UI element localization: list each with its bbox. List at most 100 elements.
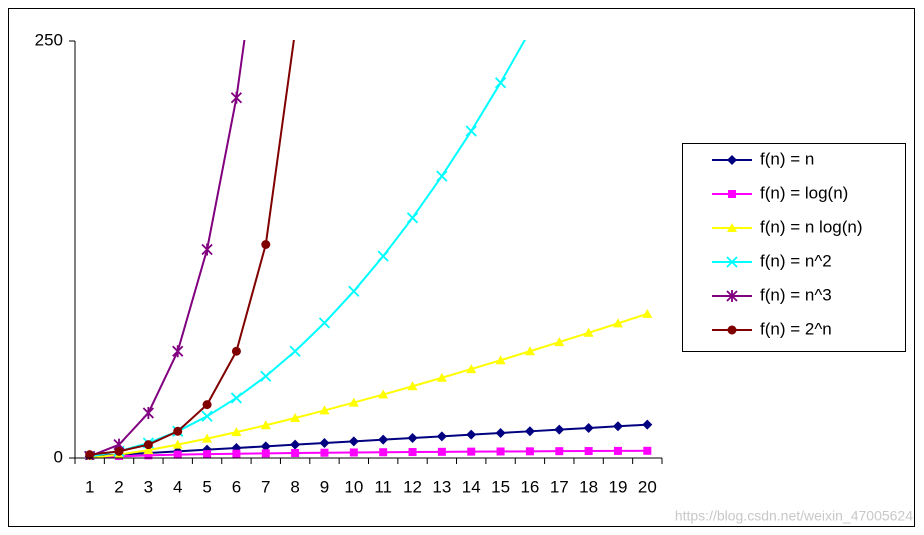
marker <box>318 317 331 329</box>
x-tick-label: 13 <box>432 477 451 496</box>
marker <box>143 445 154 455</box>
marker <box>348 397 359 407</box>
marker <box>230 392 243 404</box>
marker <box>727 325 737 335</box>
marker <box>525 447 534 456</box>
marker <box>261 449 270 458</box>
legend-label: f(n) = n log(n) <box>760 217 863 236</box>
marker <box>173 450 182 459</box>
marker <box>466 429 477 440</box>
marker <box>407 381 418 391</box>
marker <box>173 426 183 436</box>
y-tick-label: 0 <box>54 447 63 466</box>
x-tick-label: 9 <box>320 477 329 496</box>
x-tick-label: 19 <box>609 477 628 496</box>
marker <box>613 446 622 455</box>
marker <box>726 290 738 302</box>
plot-area <box>84 40 653 460</box>
marker <box>231 346 241 356</box>
marker <box>524 426 535 437</box>
x-tick-label: 16 <box>520 477 539 496</box>
series-line <box>89 40 526 458</box>
legend-label: f(n) = n^2 <box>760 251 832 270</box>
marker <box>348 285 360 297</box>
marker <box>261 239 271 249</box>
legend-box <box>682 143 906 352</box>
series-line <box>89 312 648 459</box>
marker <box>436 372 447 382</box>
marker <box>524 346 535 356</box>
x-tick-label: 11 <box>374 477 392 496</box>
marker <box>642 419 653 430</box>
marker <box>496 447 505 456</box>
marker <box>231 427 242 437</box>
x-tick-label: 3 <box>144 477 153 496</box>
marker <box>583 422 594 433</box>
x-tick-label: 2 <box>114 477 123 496</box>
marker <box>203 450 212 459</box>
marker <box>726 256 738 268</box>
marker <box>494 77 507 89</box>
marker <box>378 389 389 399</box>
marker <box>643 446 652 455</box>
marker <box>467 447 476 456</box>
marker <box>555 447 564 456</box>
legend-label: f(n) = n <box>760 149 814 168</box>
marker <box>583 327 594 337</box>
marker <box>554 424 565 435</box>
marker <box>260 441 271 452</box>
marker <box>612 421 623 432</box>
x-tick-label: 12 <box>403 477 422 496</box>
x-tick-label: 18 <box>579 477 598 496</box>
x-tick-label: 20 <box>638 477 657 496</box>
x-tick-label: 4 <box>173 477 182 496</box>
marker <box>85 450 95 460</box>
watermark: https://blog.csdn.net/weixin_47005624 <box>675 508 913 524</box>
marker <box>727 155 737 165</box>
x-tick-label: 15 <box>491 477 510 496</box>
x-tick-label: 14 <box>462 477 481 496</box>
x-tick-label: 5 <box>202 477 211 496</box>
marker <box>612 318 623 328</box>
marker <box>201 410 213 422</box>
marker <box>143 440 153 450</box>
series-line <box>89 423 648 458</box>
series-line <box>89 40 246 458</box>
marker <box>260 370 272 382</box>
marker <box>407 432 418 443</box>
marker <box>408 448 417 457</box>
marker <box>144 451 153 460</box>
marker <box>554 337 565 347</box>
series-line <box>89 449 648 459</box>
marker <box>436 170 448 182</box>
marker <box>584 447 593 456</box>
y-tick-label: 250 <box>35 30 63 49</box>
marker <box>142 406 155 419</box>
marker <box>436 431 447 442</box>
marker <box>727 223 737 232</box>
marker <box>466 364 477 374</box>
marker <box>172 439 183 449</box>
marker <box>202 433 213 443</box>
marker <box>378 434 389 445</box>
marker <box>232 449 241 458</box>
legend-label: f(n) = 2^n <box>760 319 832 338</box>
x-tick-label: 10 <box>344 477 363 496</box>
marker <box>642 308 653 318</box>
marker <box>377 250 389 262</box>
marker <box>114 446 124 456</box>
x-tick-label: 1 <box>85 477 94 496</box>
marker <box>320 448 329 457</box>
marker <box>379 448 388 457</box>
marker <box>172 345 184 358</box>
marker <box>230 91 243 104</box>
x-tick-label: 17 <box>550 477 569 496</box>
marker <box>495 427 506 438</box>
marker <box>289 345 301 357</box>
legend-label: f(n) = log(n) <box>760 183 848 202</box>
marker <box>202 400 212 410</box>
marker <box>260 420 271 430</box>
marker <box>495 355 506 365</box>
marker <box>290 439 301 450</box>
